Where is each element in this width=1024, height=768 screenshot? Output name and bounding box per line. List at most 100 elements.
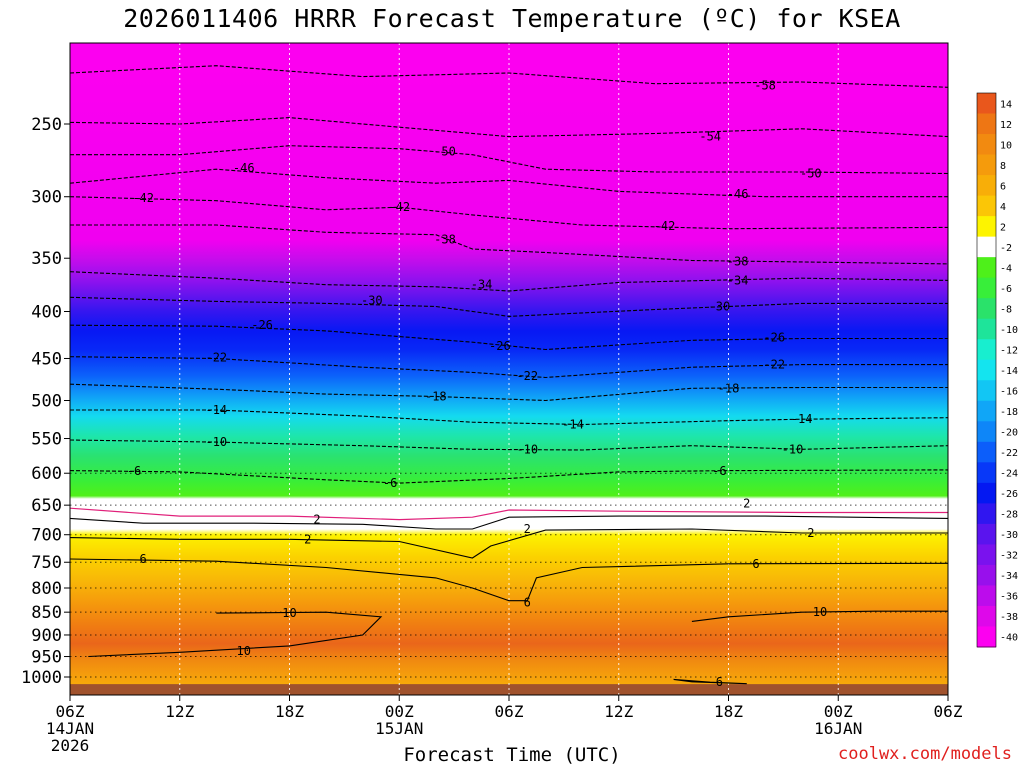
- colorbar-label: 2: [1000, 222, 1006, 233]
- contour-line-neg18: [69, 383, 948, 402]
- colorbar-swatch: [977, 113, 996, 135]
- contour-label: -30: [709, 299, 731, 313]
- colorbar-label: -38: [1000, 612, 1018, 623]
- contour-line-neg38: [70, 224, 949, 265]
- colorbar-swatch: [977, 523, 996, 545]
- contour-label: 2: [807, 526, 814, 540]
- colorbar-swatch: [977, 544, 996, 566]
- contour-label: 2: [304, 532, 311, 546]
- contour-line-neg34: [69, 271, 949, 292]
- contour-label: -22: [763, 358, 785, 372]
- colorbar-swatch: [977, 216, 996, 238]
- colorbar-label: -24: [1000, 469, 1018, 480]
- grid-lines: [70, 43, 948, 695]
- contour-label: -34: [727, 273, 749, 287]
- contour-label: 2: [524, 522, 531, 536]
- contour-line-neg30: [69, 296, 948, 317]
- x-tick-label: 06Z: [934, 702, 963, 721]
- contour-label: -26: [763, 331, 785, 345]
- colorbar-swatch: [977, 503, 996, 525]
- y-tick-label: 300: [31, 188, 62, 208]
- x-tick-label: 14JAN: [46, 719, 94, 738]
- y-tick-label: 700: [31, 526, 62, 546]
- colorbar-label: -8: [1000, 304, 1012, 315]
- contour-label: 10: [282, 606, 296, 620]
- colorbar-label: -10: [1000, 325, 1018, 336]
- contour-label: -54: [699, 130, 721, 144]
- contour-label: -18: [718, 381, 740, 395]
- colorbar-label: -2: [1000, 243, 1012, 254]
- colorbar-swatch: [977, 359, 996, 381]
- x-tick-label: 06Z: [56, 702, 85, 721]
- x-tick-label: 18Z: [714, 702, 743, 721]
- colorbar-swatch: [977, 441, 996, 463]
- contour-line-neg42: [69, 196, 949, 230]
- contour-labels: -58 -54 -50 -50 -46 -46 -42 -42 -42 -38 -38 -34 -34 -…: [127, 79, 827, 690]
- y-tick-label: 650: [31, 496, 62, 516]
- contour-line-pos6: [69, 558, 949, 602]
- x-tick-label: 12Z: [604, 702, 633, 721]
- contour-label: 10: [237, 644, 251, 658]
- colorbar-label: -40: [1000, 633, 1018, 644]
- y-tick-label: 450: [31, 349, 62, 369]
- contour-line-neg6: [69, 469, 949, 484]
- colorbar-swatch: [977, 298, 996, 320]
- contour-label: -42: [132, 191, 154, 205]
- colorbar-swatch: [977, 195, 996, 217]
- contour-label: -14: [205, 403, 227, 417]
- credit-link[interactable]: coolwx.com/models: [838, 744, 1012, 764]
- colorbar-label: -22: [1000, 448, 1018, 459]
- y-tick-label: 550: [31, 430, 62, 450]
- y-tick-label: 250: [31, 115, 62, 135]
- colorbar-swatch: [977, 626, 996, 648]
- plot-area: -58 -54 -50 -50 -46 -46 -42 -42 -42 -38 -38 -34 -34 -…: [69, 42, 949, 696]
- contour-line-pos2: [69, 528, 948, 559]
- colorbar-swatch: [977, 462, 996, 484]
- contour-label: -46: [233, 161, 255, 175]
- colorbar-label: -4: [1000, 263, 1012, 274]
- colorbar-label: -20: [1000, 428, 1018, 439]
- x-axis-title: Forecast Time (UTC): [403, 744, 621, 766]
- colorbar-label: 12: [1000, 120, 1012, 131]
- colorbar-label: 10: [1000, 140, 1012, 151]
- contour-line-neg54: [69, 117, 949, 138]
- chart-title: 2026011406 HRRR Forecast Temperature (ºC…: [123, 4, 901, 33]
- x-tick-label: 15JAN: [375, 719, 423, 738]
- x-tick-label: 00Z: [385, 702, 414, 721]
- colorbar-label: -34: [1000, 571, 1018, 582]
- colorbar-swatch: [977, 564, 996, 586]
- colorbar-swatch: [977, 154, 996, 176]
- y-tick-label: 950: [31, 648, 62, 668]
- colorbar-label: 14: [1000, 99, 1012, 110]
- colorbar-swatch: [977, 134, 996, 156]
- colorbar-swatch: [977, 400, 996, 422]
- colorbar-swatch: [977, 380, 996, 402]
- contour-label: -42: [654, 219, 676, 233]
- colorbar-label: -28: [1000, 510, 1018, 521]
- contour-line-pos6: [673, 678, 747, 685]
- contour-label: -34: [471, 278, 493, 292]
- contour-label: -6: [383, 476, 397, 490]
- contour-label: -18: [425, 389, 447, 403]
- y-tick-label: 350: [31, 249, 62, 269]
- contour-line-pos10: [691, 610, 948, 622]
- y-tick-label: 750: [31, 553, 62, 573]
- x-tick-label: 06Z: [495, 702, 524, 721]
- colorbar-label: -36: [1000, 592, 1018, 603]
- contour-label: -6: [127, 464, 141, 478]
- y-tick-label: 500: [31, 392, 62, 412]
- colorbar-swatch: [977, 339, 996, 361]
- colorbar-swatch: [977, 175, 996, 197]
- contour-label: 2: [313, 513, 320, 527]
- contour-label: -46: [727, 187, 749, 201]
- colorbar-label: -6: [1000, 284, 1012, 295]
- contour-line-zero: [69, 507, 948, 521]
- contour-label: 10: [813, 605, 827, 619]
- colorbar-label: -30: [1000, 530, 1018, 541]
- colorbar-swatch: [977, 605, 996, 627]
- contour-line-neg58: [69, 65, 949, 88]
- contour-label: -14: [562, 417, 584, 431]
- contour-line-neg10: [69, 439, 949, 451]
- colorbar-label: -14: [1000, 366, 1018, 377]
